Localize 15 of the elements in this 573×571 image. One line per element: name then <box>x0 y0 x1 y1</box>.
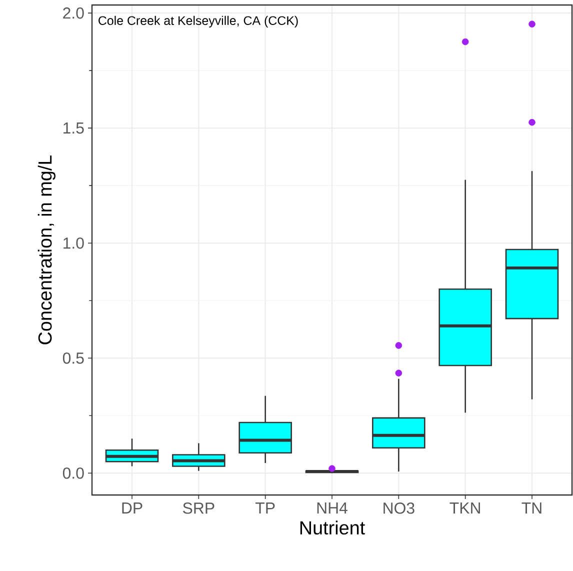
x-tick-label: SRP <box>183 502 214 514</box>
x-tick-label: TKN <box>450 502 480 514</box>
x-tick-label: DP <box>122 502 142 514</box>
y-axis-title: Concentration, in mg/L <box>38 155 56 344</box>
x-axis-title: Nutrient <box>300 520 365 535</box>
y-tick-label: 2.0 <box>63 7 84 19</box>
y-tick-label: 0.0 <box>62 468 84 479</box>
y-tick-label: 1.5 <box>64 122 84 134</box>
y-tick-label: 0.5 <box>62 352 84 364</box>
y-tick-label: 1.0 <box>64 237 84 249</box>
x-tick-label: NO3 <box>384 502 414 514</box>
x-tick-label: TN <box>522 502 542 514</box>
x-tick-label: NH4 <box>317 502 348 514</box>
x-tick-label: TP <box>256 502 275 514</box>
text: Cole Creek at Kelseyville, CA (CCK) <box>98 16 298 28</box>
